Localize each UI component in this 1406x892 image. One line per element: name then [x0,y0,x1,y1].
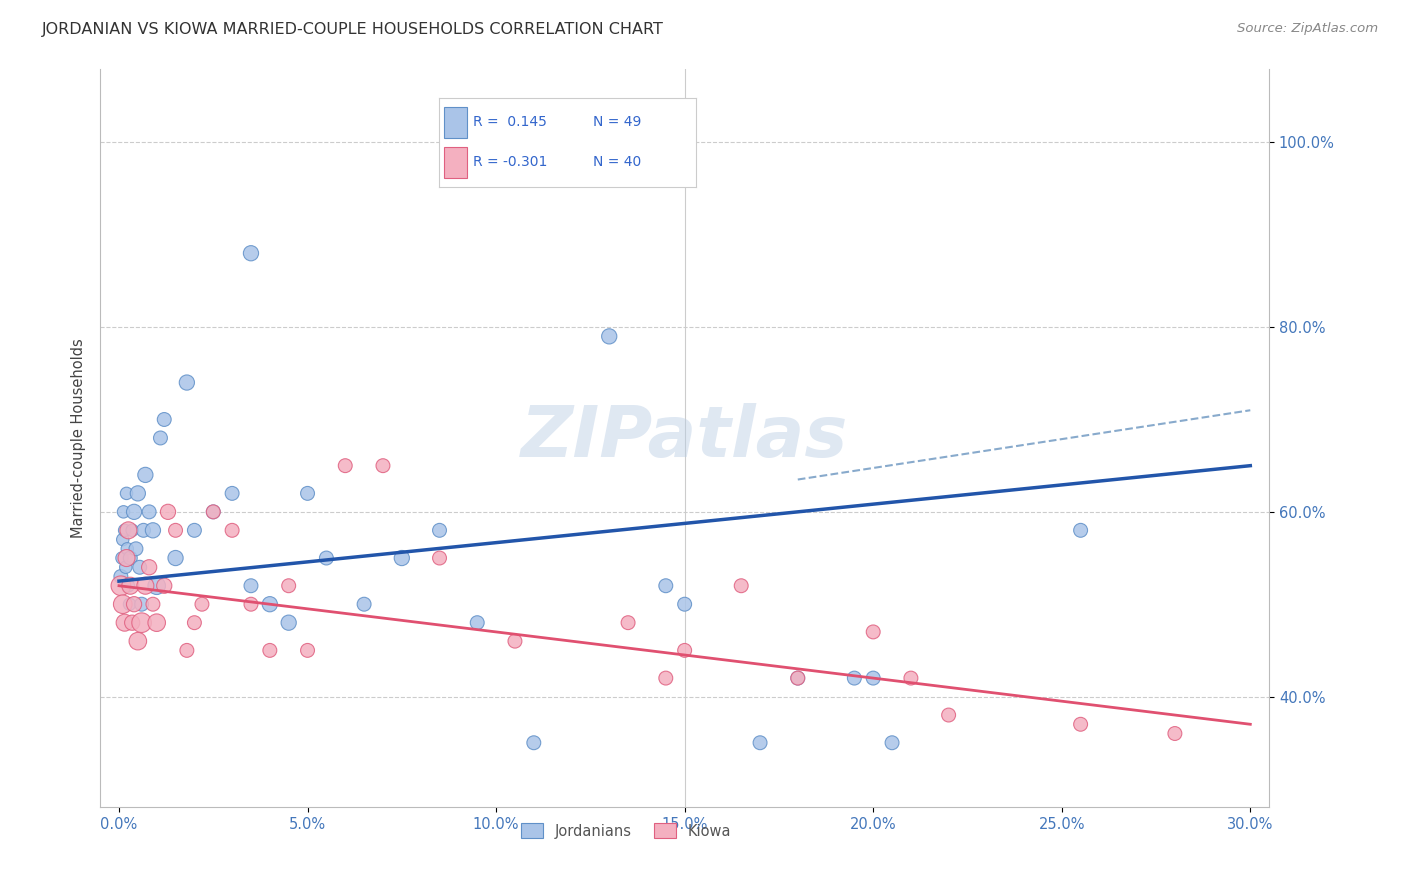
Jordanians [844,671,866,685]
Kiowa [156,505,179,519]
Kiowa [117,524,139,538]
Kiowa [1164,726,1187,740]
Text: ZIPatlas: ZIPatlas [522,403,848,473]
Y-axis label: Married-couple Households: Married-couple Households [72,338,86,538]
Kiowa [862,624,884,639]
Kiowa [277,579,299,593]
Jordanians [598,329,620,343]
Jordanians [127,486,149,500]
Jordanians [353,597,375,611]
Legend: Jordanians, Kiowa: Jordanians, Kiowa [516,817,737,845]
Kiowa [114,615,136,630]
Kiowa [617,615,640,630]
Jordanians [114,560,136,574]
Kiowa [503,634,526,648]
Kiowa [673,643,696,657]
Kiowa [165,524,187,538]
Jordanians [240,246,263,260]
Jordanians [240,579,263,593]
Kiowa [120,579,142,593]
Jordanians [202,505,225,519]
Jordanians [176,376,198,390]
Jordanians [297,486,319,500]
Kiowa [221,524,243,538]
Kiowa [900,671,922,685]
Jordanians [128,560,150,574]
Jordanians [391,551,413,566]
Jordanians [315,551,337,566]
Text: Source: ZipAtlas.com: Source: ZipAtlas.com [1237,22,1378,36]
Kiowa [145,615,167,630]
Kiowa [138,560,160,574]
Jordanians [134,467,156,482]
Jordanians [673,597,696,611]
Jordanians [465,615,488,630]
Kiowa [115,551,138,566]
Kiowa [655,671,678,685]
Kiowa [938,708,960,723]
Jordanians [142,524,165,538]
Jordanians [115,486,138,500]
Kiowa [335,458,357,473]
Jordanians [655,579,678,593]
Jordanians [165,551,187,566]
Kiowa [111,597,134,611]
Jordanians [523,736,546,750]
Kiowa [127,634,149,648]
Kiowa [240,597,263,611]
Jordanians [112,505,135,519]
Jordanians [221,486,243,500]
Jordanians [110,569,132,583]
Kiowa [121,615,143,630]
Jordanians [122,505,145,519]
Kiowa [183,615,205,630]
Kiowa [1070,717,1092,731]
Jordanians [117,579,139,593]
Jordanians [277,615,299,630]
Text: JORDANIAN VS KIOWA MARRIED-COUPLE HOUSEHOLDS CORRELATION CHART: JORDANIAN VS KIOWA MARRIED-COUPLE HOUSEH… [42,22,664,37]
Jordanians [259,597,281,611]
Jordanians [145,579,167,593]
Kiowa [191,597,214,611]
Kiowa [122,597,145,611]
Jordanians [183,524,205,538]
Jordanians [132,524,155,538]
Kiowa [153,579,176,593]
Jordanians [120,551,142,566]
Kiowa [134,579,156,593]
Kiowa [131,615,153,630]
Jordanians [111,533,134,547]
Jordanians [149,431,172,445]
Jordanians [121,524,143,538]
Jordanians [118,597,141,611]
Kiowa [142,597,165,611]
Kiowa [176,643,198,657]
Kiowa [371,458,394,473]
Jordanians [429,524,451,538]
Jordanians [131,597,153,611]
Jordanians [125,541,148,556]
Kiowa [786,671,808,685]
Kiowa [429,551,451,566]
Jordanians [114,524,136,538]
Kiowa [202,505,225,519]
Jordanians [749,736,772,750]
Kiowa [297,643,319,657]
Jordanians [786,671,808,685]
Jordanians [138,505,160,519]
Jordanians [111,551,134,566]
Jordanians [1070,524,1092,538]
Jordanians [117,541,139,556]
Jordanians [862,671,884,685]
Jordanians [880,736,903,750]
Kiowa [110,579,132,593]
Kiowa [259,643,281,657]
Jordanians [153,412,176,426]
Kiowa [730,579,752,593]
